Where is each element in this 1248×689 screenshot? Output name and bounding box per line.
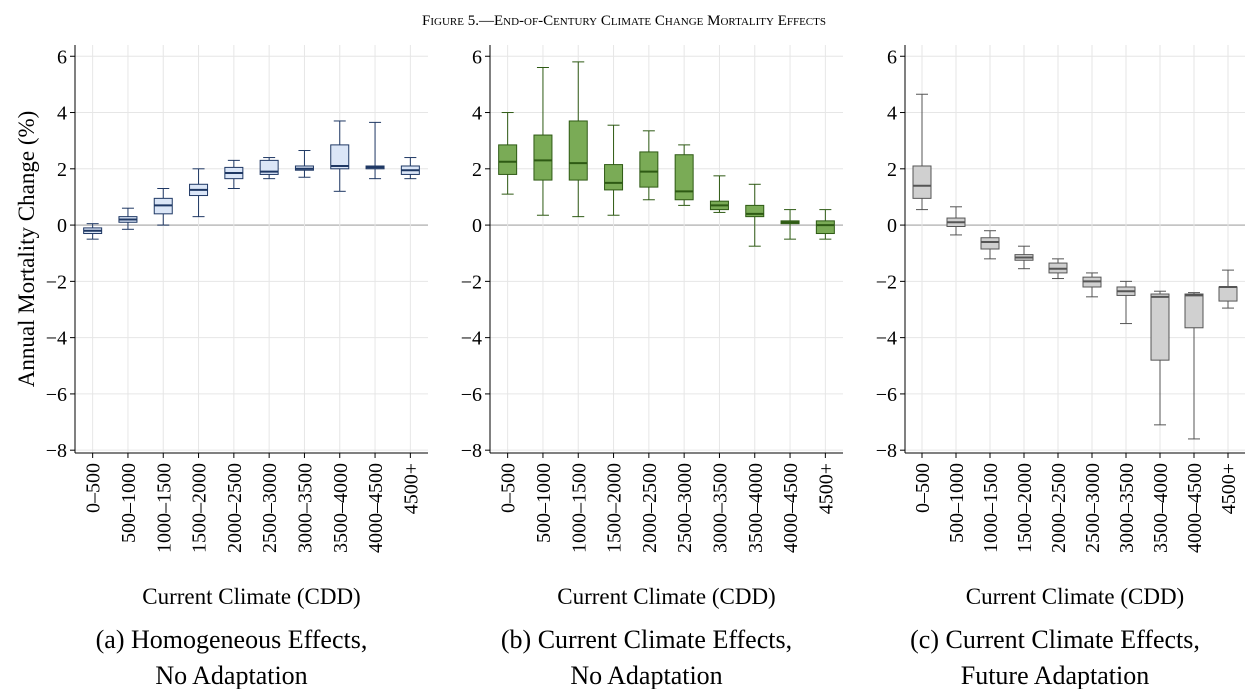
x-tick-label: 3500–4000 [330, 463, 352, 553]
y-axis-label: Annual Mortality Change (%) [14, 111, 39, 388]
box [1150, 293, 1170, 361]
box [1218, 286, 1238, 302]
y-tick-label: 0 [57, 215, 67, 237]
x-tick-label: 4500+ [1218, 463, 1240, 514]
x-tick-label: 1000–1500 [153, 463, 175, 553]
x-tick-label: 1000–1500 [568, 463, 590, 553]
x-tick-label: 4000–4500 [780, 463, 802, 553]
figure-title: Figure 5.—End-of-Century Climate Change … [422, 13, 826, 29]
y-tick-label: −6 [876, 384, 897, 406]
box [980, 237, 1000, 250]
box [498, 144, 518, 175]
box [745, 204, 765, 218]
y-tick-label: 4 [57, 103, 67, 125]
x-tick-label: 1500–2000 [604, 463, 626, 553]
y-tick-label: 4 [472, 103, 482, 125]
x-tick-label: 3000–3500 [294, 463, 316, 553]
x-tick-label: 500–1000 [946, 463, 968, 543]
box [533, 134, 553, 181]
box [815, 220, 835, 235]
x-tick-label: 3500–4000 [1150, 463, 1172, 553]
x-tick-label: 3000–3500 [1116, 463, 1138, 553]
y-tick-label: 6 [57, 46, 67, 68]
x-tick-label: 2500–3000 [674, 463, 696, 553]
x-tick-label: 3500–4000 [745, 463, 767, 553]
caption: Future Adaptation [961, 661, 1149, 689]
x-tick-label: 0–500 [912, 463, 934, 513]
x-tick-label: 4000–4500 [1184, 463, 1206, 553]
x-tick-label: 4000–4500 [365, 463, 387, 553]
y-tick-label: −4 [876, 328, 897, 350]
x-tick-label: 2000–2500 [224, 463, 246, 553]
x-axis-label: Current Climate (CDD) [966, 584, 1184, 609]
y-tick-label: −8 [46, 440, 67, 462]
y-tick-label: 6 [472, 46, 482, 68]
y-tick-label: −6 [46, 384, 67, 406]
y-tick-label: −6 [461, 384, 482, 406]
x-tick-label: 0–500 [498, 463, 520, 513]
y-tick-label: 2 [887, 159, 897, 181]
y-tick-label: 0 [472, 215, 482, 237]
y-tick-label: −2 [46, 271, 67, 293]
x-tick-label: 4500+ [400, 463, 422, 514]
x-tick-label: 0–500 [83, 463, 105, 513]
y-tick-label: 0 [887, 215, 897, 237]
x-axis-label: Current Climate (CDD) [557, 584, 775, 609]
box [912, 165, 932, 199]
x-tick-label: 500–1000 [118, 463, 140, 543]
box [568, 120, 588, 181]
y-tick-label: −4 [461, 328, 482, 350]
y-tick-label: −8 [876, 440, 897, 462]
x-tick-label: 3000–3500 [709, 463, 731, 553]
caption: No Adaptation [155, 661, 307, 689]
x-tick-label: 2500–3000 [259, 463, 281, 553]
y-tick-label: 2 [57, 159, 67, 181]
caption: No Adaptation [570, 661, 722, 689]
box [604, 164, 624, 191]
box [639, 151, 659, 188]
y-tick-label: −2 [876, 271, 897, 293]
caption: (b) Current Climate Effects, [501, 625, 792, 654]
x-tick-label: 4500+ [815, 463, 837, 514]
x-tick-label: 1500–2000 [189, 463, 211, 553]
box [330, 144, 350, 170]
y-tick-label: 4 [887, 103, 897, 125]
x-tick-label: 1500–2000 [1014, 463, 1036, 553]
x-tick-label: 500–1000 [533, 463, 555, 543]
box [1184, 293, 1204, 329]
y-tick-label: −8 [461, 440, 482, 462]
caption: (a) Homogeneous Effects, [96, 625, 368, 654]
y-tick-label: 6 [887, 46, 897, 68]
x-tick-label: 1000–1500 [980, 463, 1002, 553]
box [674, 154, 694, 201]
x-tick-label: 2000–2500 [639, 463, 661, 553]
x-axis-label: Current Climate (CDD) [142, 584, 360, 609]
y-tick-label: −2 [461, 271, 482, 293]
x-tick-label: 2500–3000 [1082, 463, 1104, 553]
caption: (c) Current Climate Effects, [910, 625, 1200, 654]
y-tick-label: −4 [46, 328, 67, 350]
x-tick-label: 2000–2500 [1048, 463, 1070, 553]
y-tick-label: 2 [472, 159, 482, 181]
